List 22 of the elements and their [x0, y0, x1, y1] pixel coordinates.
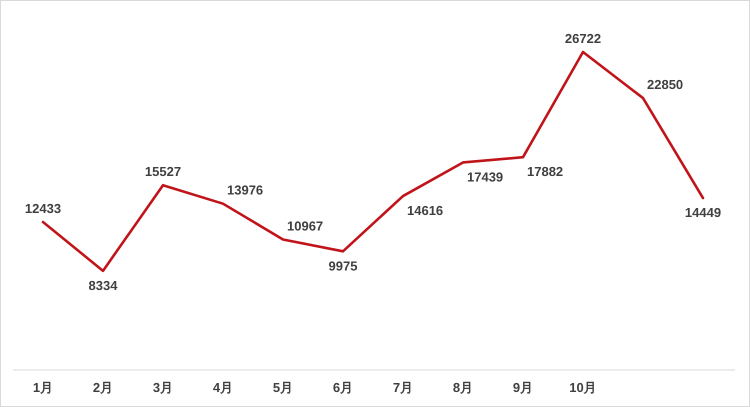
x-tick-label: 6月: [332, 380, 354, 395]
data-label: 13976: [227, 182, 264, 198]
data-label: 22850: [647, 77, 684, 92]
x-tick-label: 1月: [32, 380, 54, 395]
x-tick-label: 9月: [512, 380, 534, 395]
data-label: 17882: [527, 164, 564, 180]
x-tick-label: 8月: [452, 380, 474, 395]
data-label: 14449: [684, 205, 722, 220]
x-tick-label: 2月: [92, 380, 114, 395]
data-label: 9975: [328, 258, 358, 274]
x-tick-label: 5月: [272, 380, 294, 395]
x-tick-label: 10月: [569, 380, 597, 395]
data-label: 17439: [467, 169, 504, 184]
x-tick-label: 7月: [392, 380, 414, 395]
data-label: 8334: [88, 278, 118, 293]
data-label: 26722: [564, 31, 602, 46]
data-label: 15527: [144, 164, 182, 180]
data-label: 10967: [287, 218, 324, 234]
data-label: 12433: [24, 201, 62, 216]
data-label: 14616: [407, 203, 444, 218]
x-tick-label: 3月: [152, 380, 174, 395]
x-tick-label: 4月: [212, 380, 234, 395]
